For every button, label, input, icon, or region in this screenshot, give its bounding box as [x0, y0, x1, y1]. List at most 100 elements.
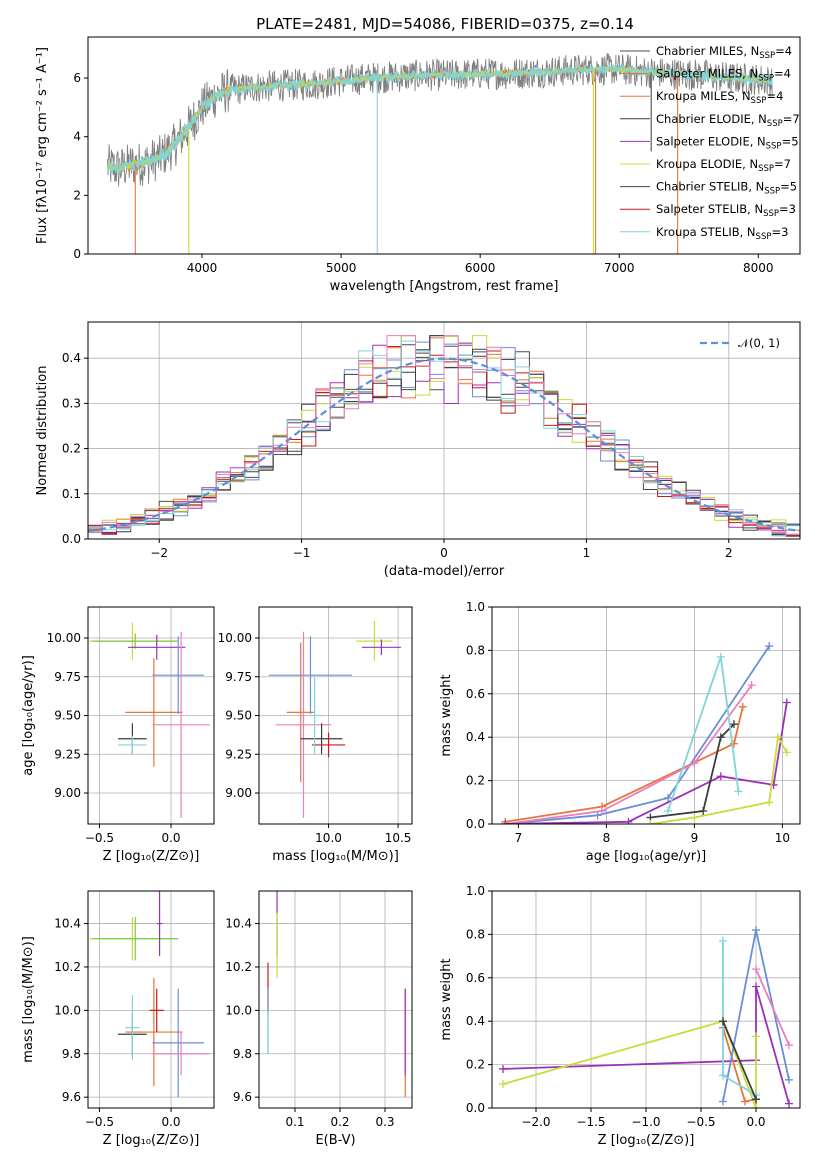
massweight-vs-Z-ytick-label: 0.0	[466, 1101, 485, 1115]
massweight-vs-Z-xlabel: Z [log₁₀(Z/Z⊙)]	[598, 1133, 695, 1148]
age-vs-Z-errorbar-point	[125, 658, 183, 767]
massweight-vs-age-marker	[738, 702, 747, 711]
age-vs-mass-errorbar-point	[300, 723, 343, 755]
age-vs-Z-xtick-label: −0.5	[85, 831, 114, 845]
massweight-vs-Z-xtick-label: −1.0	[631, 1115, 660, 1129]
age-vs-mass-ytick-label: 9.25	[225, 747, 252, 761]
massweight-vs-age-ytick-label: 0.4	[466, 730, 485, 744]
age-vs-Z-ylabel: age [log₁₀(age/yr)]	[21, 655, 36, 776]
mass-vs-Z-ytick-label: 10.2	[54, 960, 81, 974]
residuals-ytick-label: 0.0	[62, 532, 81, 546]
age-vs-mass-frame	[258, 606, 413, 825]
spectrum-series-line	[107, 53, 773, 187]
massweight-vs-age-marker	[730, 720, 738, 729]
mass-vs-EBV-panel: 0.1 0.2 0.3 9.6 9.8 10.0 10.2 10.4 E(B-V)	[225, 890, 413, 1148]
massweight-vs-Z-marker	[752, 1095, 760, 1104]
age-vs-Z-plot-area	[88, 607, 214, 824]
age-vs-mass-errorbar-point	[275, 631, 332, 818]
residuals-xtick-label: 1	[583, 546, 591, 560]
legend-entry: Kroupa MILES, NSSP=4	[656, 89, 783, 106]
massweight-vs-Z-marker	[752, 965, 760, 974]
age-vs-Z-xtick-label: 0.0	[161, 831, 180, 845]
massweight-vs-Z-marker	[719, 1071, 727, 1080]
residuals-xtick-label: −2	[150, 546, 168, 560]
spectrum-xtick-label: 5000	[326, 261, 357, 275]
mass-vs-EBV-ytick-label: 10.4	[225, 917, 252, 931]
residuals-ylabel: Normed distribution	[35, 366, 50, 496]
residuals-ytick-label: 0.2	[62, 442, 81, 456]
massweight-vs-Z-marker	[499, 1080, 507, 1089]
legend-entry: Kroupa STELIB, NSSP=3	[656, 225, 788, 242]
age-vs-mass-ytick-label: 9.75	[225, 670, 252, 684]
spectrum-xtick-label: 7000	[604, 261, 635, 275]
massweight-vs-age-marker	[782, 698, 791, 707]
mass-vs-Z-errorbar-point	[149, 988, 164, 1033]
residuals-ytick-label: 0.1	[62, 487, 81, 501]
residuals-xtick-label: 0	[440, 546, 448, 560]
spectrum-ytick-label: 2	[73, 188, 81, 202]
residuals-xtick-label: −1	[293, 546, 311, 560]
massweight-vs-Z-marker	[719, 1097, 727, 1106]
spectrum-xtick-label: 8000	[743, 261, 774, 275]
massweight-vs-Z-marker	[752, 982, 760, 991]
massweight-vs-age-frame	[491, 606, 801, 825]
mass-vs-Z-ylabel: mass [log₁₀(M/M⊙)]	[21, 936, 36, 1063]
massweight-vs-Z-ytick-label: 0.2	[466, 1058, 485, 1072]
massweight-vs-Z-xtick-label: −2.0	[521, 1115, 550, 1129]
massweight-vs-Z-series-line	[502, 1020, 757, 1108]
age-vs-mass-xtick-label: 10.5	[385, 831, 412, 845]
massweight-vs-Z-frame	[491, 890, 801, 1109]
mass-vs-Z-errorbar-point	[152, 1032, 210, 1076]
massweight-vs-age-ytick-label: 0.2	[466, 774, 485, 788]
mass-vs-Z-ytick-label: 9.8	[62, 1047, 81, 1061]
mass-vs-EBV-xtick-label: 0.2	[330, 1115, 349, 1129]
massweight-vs-age-marker	[734, 787, 743, 796]
age-vs-Z-ytick-label: 10.00	[47, 631, 81, 645]
massweight-vs-age-series-line	[505, 645, 770, 824]
massweight-vs-Z-xtick-label: −1.5	[576, 1115, 605, 1129]
mass-vs-EBV-ytick-label: 10.0	[225, 1003, 252, 1017]
legend-entry: Salpeter STELIB, NSSP=3	[656, 202, 796, 219]
age-vs-Z-ytick-label: 9.50	[54, 709, 81, 723]
massweight-vs-age-marker	[699, 806, 708, 815]
massweight-vs-age-series-line	[505, 684, 753, 824]
massweight-vs-Z-marker	[752, 1104, 760, 1108]
age-vs-mass-xlabel: mass [log₁₀(M/M⊙)]	[272, 849, 399, 864]
massweight-vs-Z-marker	[785, 1099, 793, 1108]
legend-entry: Chabrier ELODIE, NSSP=7	[656, 112, 800, 129]
massweight-vs-Z-marker	[785, 1041, 793, 1050]
massweight-vs-age-xtick-label: 10	[775, 831, 790, 845]
age-vs-Z-ytick-label: 9.00	[54, 786, 81, 800]
massweight-vs-age-marker	[690, 813, 699, 822]
residuals-xlabel: (data-model)/error	[384, 564, 505, 579]
massweight-vs-age-marker	[716, 652, 725, 661]
mass-vs-EBV-ytick-label: 10.2	[225, 960, 252, 974]
massweight-vs-age-marker	[716, 733, 725, 742]
massweight-vs-Z-marker	[499, 1064, 507, 1073]
legend-entry: Salpeter ELODIE, NSSP=5	[656, 134, 799, 151]
age-vs-mass-errorbar-point	[356, 620, 393, 662]
mass-vs-Z-errorbar-point	[156, 891, 163, 957]
massweight-vs-age-marker	[664, 806, 672, 815]
legend-entry: Kroupa ELODIE, NSSP=7	[656, 157, 791, 174]
spectrum-title: PLATE=2481, MJD=54086, FIBERID=0375, z=0…	[256, 15, 634, 33]
massweight-vs-Z-ytick-label: 1.0	[466, 884, 485, 898]
massweight-vs-age-xtick-label: 7	[515, 831, 523, 845]
massweight-vs-age-panel: 7 8 9 10 0.0 0.2 0.4 0.6 0.8 1.0 age [log₁₀(age/yr…	[439, 600, 801, 864]
mass-vs-Z-xtick-label: −0.5	[85, 1115, 114, 1129]
mass-vs-EBV-frame	[258, 890, 413, 1109]
spectrum-frame	[87, 36, 801, 255]
spectrum-plot-area	[107, 53, 773, 254]
age-vs-mass-xtick-label: 10.0	[315, 831, 342, 845]
age-vs-mass-ytick-label: 10.00	[218, 631, 252, 645]
normal-reference-curve	[88, 357, 800, 533]
spectrum-panel: 4000 5000 6000 7000 8000 0 2 4 6 wavelength [Angs…	[35, 36, 801, 294]
age-vs-Z-errorbar-point	[128, 634, 186, 660]
age-vs-mass-plot-area	[259, 607, 412, 824]
age-vs-Z-errorbar-point	[152, 631, 210, 818]
massweight-vs-Z-marker	[719, 1017, 727, 1026]
massweight-vs-Z-ytick-label: 0.6	[466, 971, 485, 985]
massweight-vs-age-xtick-label: 9	[691, 831, 699, 845]
massweight-vs-age-ytick-label: 0.8	[466, 643, 485, 657]
